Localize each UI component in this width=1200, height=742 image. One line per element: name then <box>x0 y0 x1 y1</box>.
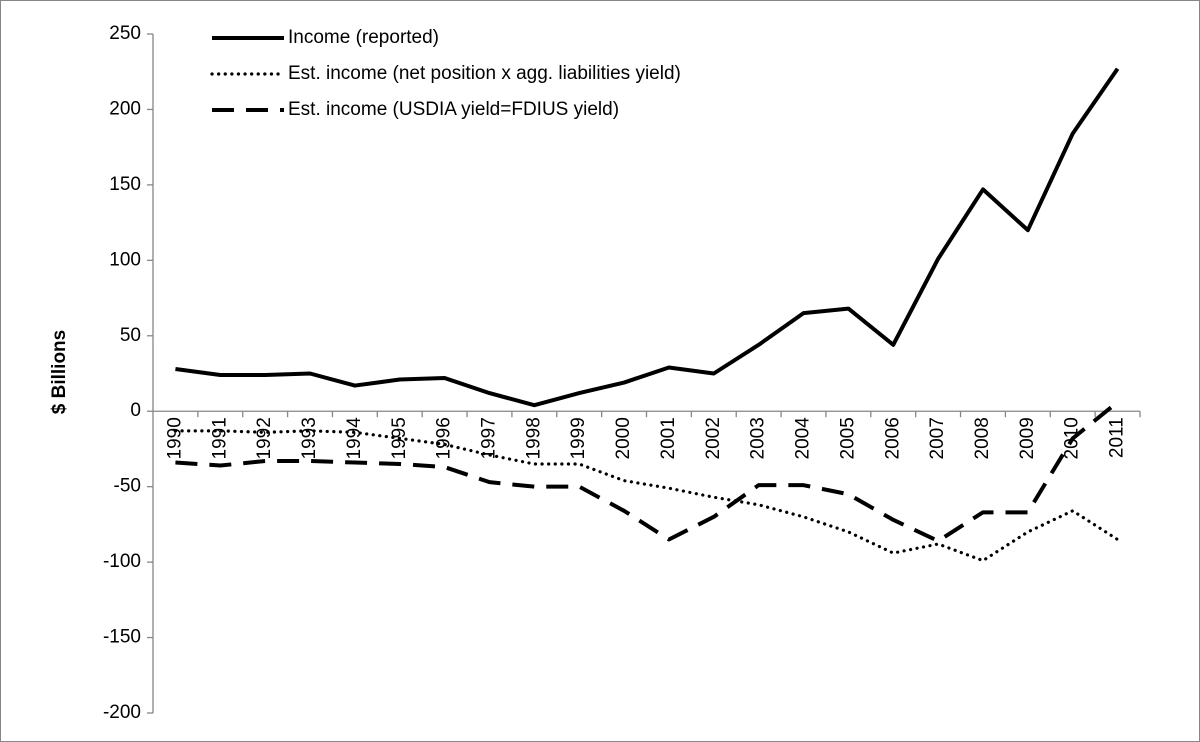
series-line <box>175 400 1119 543</box>
y-tick-label: 50 <box>120 325 141 346</box>
x-tick-label: 1999 <box>568 417 589 459</box>
y-tick-label: 200 <box>109 98 141 119</box>
y-tick-label: -200 <box>103 702 141 723</box>
x-tick-label: 1994 <box>344 417 365 460</box>
y-tick-label: -150 <box>103 627 141 648</box>
x-tick-label: 2000 <box>613 417 634 459</box>
x-tick-label: 2009 <box>1017 417 1038 459</box>
x-tick-label: 2007 <box>927 417 948 459</box>
y-tick-label: 100 <box>109 249 141 270</box>
x-tick-label: 2001 <box>658 417 679 459</box>
x-tick-label: 1990 <box>164 417 185 459</box>
series-line <box>173 429 1120 563</box>
x-tick-label: 1998 <box>523 417 544 459</box>
x-tick-label: 1996 <box>434 417 455 459</box>
x-tick-label: 1992 <box>254 417 275 459</box>
x-tick-label: 2011 <box>1107 417 1128 458</box>
x-tick-label: 2004 <box>793 417 814 460</box>
y-tick-label: -100 <box>103 551 141 572</box>
legend-label: Est. income (net position x agg. liabili… <box>288 63 681 84</box>
x-tick-label: 2002 <box>703 417 724 459</box>
x-tick-label: 1991 <box>209 417 230 459</box>
x-tick-label: 2003 <box>748 417 769 459</box>
x-tick-label: 2008 <box>972 417 993 459</box>
x-tick-label: 1997 <box>478 417 499 459</box>
legend-label: Income (reported) <box>288 27 439 48</box>
x-tick-label: 2006 <box>882 417 903 459</box>
y-axis-label: $ Billions <box>49 330 70 414</box>
x-tick-label: 2005 <box>837 417 858 459</box>
y-tick-label: 0 <box>130 400 141 421</box>
y-tick-label: -50 <box>114 476 141 497</box>
legend-label: Est. income (USDIA yield=FDIUS yield) <box>288 99 619 120</box>
y-tick-label: 150 <box>109 174 141 195</box>
x-tick-label: 1993 <box>299 417 320 459</box>
y-tick-label: 250 <box>109 23 141 44</box>
series-line <box>175 67 1120 408</box>
